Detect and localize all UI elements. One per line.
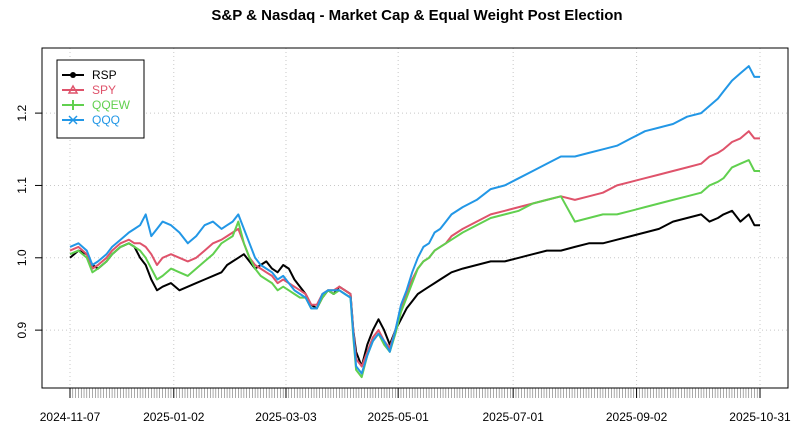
y-tick-label: 1.1 [15,177,29,194]
series-line-qqq [69,65,760,375]
y-tick-label: 0.9 [15,321,29,338]
legend-label-qqew: QQEW [92,98,131,112]
x-tick-label: 2025-01-02 [143,410,205,424]
legend-marker-x [68,115,78,125]
legend-marker-circle [70,72,76,78]
legend-label-spy: SPY [92,83,116,97]
axes: 0.9 1.0 1.1 1.2 2024-11-07 2025-01-02 2025-03-… [15,104,791,424]
x-tick-label: 2025-03-03 [255,410,317,424]
legend-label-qqq: QQQ [92,113,120,127]
chart-title: S&P & Nasdaq - Market Cap & Equal Weight… [211,7,622,24]
x-tick-label: 2025-10-31 [729,410,791,424]
legend-label-rsp: RSP [92,68,117,82]
plot-area-border [41,47,789,389]
grid [42,48,788,388]
y-tick-label: 1.2 [15,104,29,121]
x-tick-label: 2025-07-01 [482,410,544,424]
series-lines [69,65,760,379]
x-tick-label: 2025-09-02 [606,410,668,424]
legend-marker-triangle [67,84,79,94]
y-tick-label: 1.0 [15,249,29,266]
x-tick-label: 2024-11-07 [40,410,101,424]
x-tick-label: 2025-05-01 [367,410,429,424]
